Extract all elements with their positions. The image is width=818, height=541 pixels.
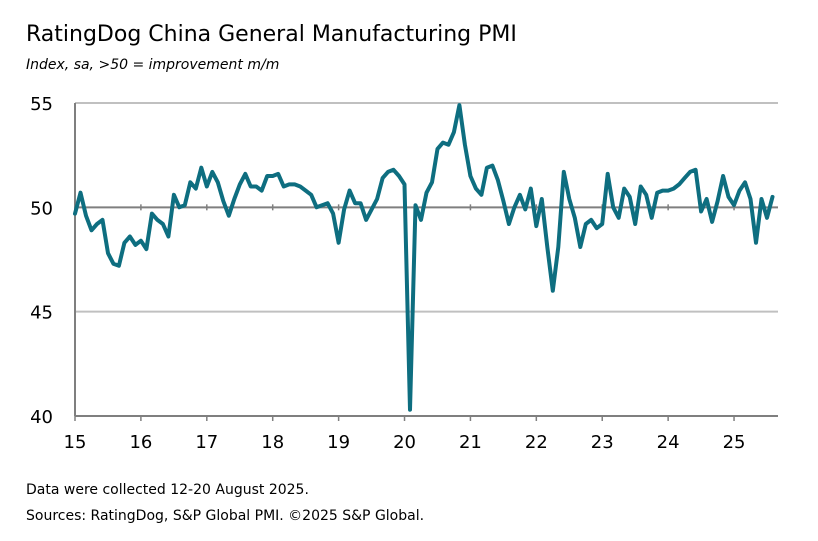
x-tick-label-25: 25 — [723, 432, 746, 453]
x-tick-label-24: 24 — [657, 432, 680, 453]
sources-note: Sources: RatingDog, S&P Global PMI. ©202… — [26, 508, 425, 524]
chart-subtitle: Index, sa, >50 = improvement m/m — [26, 57, 280, 73]
y-tick-label-55: 55 — [30, 94, 53, 115]
x-tick-label-22: 22 — [525, 432, 548, 453]
y-tick-label-40: 40 — [30, 407, 53, 428]
pmi-series-line — [73, 103, 775, 412]
x-tick-label-20: 20 — [393, 432, 416, 453]
pmi-line-chart: 40 45 50 55 15 16 17 18 19 20 21 22 23 24 25 — [30, 94, 778, 453]
x-tick-label-16: 16 — [129, 432, 152, 453]
y-tick-label-50: 50 — [30, 198, 53, 219]
grid-layer — [75, 102, 778, 313]
axis-layer — [74, 103, 778, 421]
x-tick-label-18: 18 — [261, 432, 284, 453]
label-layer: 40 45 50 55 15 16 17 18 19 20 21 22 23 24 25 — [30, 94, 745, 453]
x-tick-label-17: 17 — [195, 432, 218, 453]
chart-title: RatingDog China General Manufacturing PM… — [26, 22, 517, 47]
series-layer — [73, 103, 775, 412]
y-tick-label-45: 45 — [30, 303, 53, 324]
x-tick-label-19: 19 — [327, 432, 350, 453]
data-collection-note: Data were collected 12-20 August 2025. — [26, 482, 309, 498]
x-tick-label-15: 15 — [64, 432, 87, 453]
x-tick-label-23: 23 — [591, 432, 614, 453]
x-tick-label-21: 21 — [459, 432, 482, 453]
